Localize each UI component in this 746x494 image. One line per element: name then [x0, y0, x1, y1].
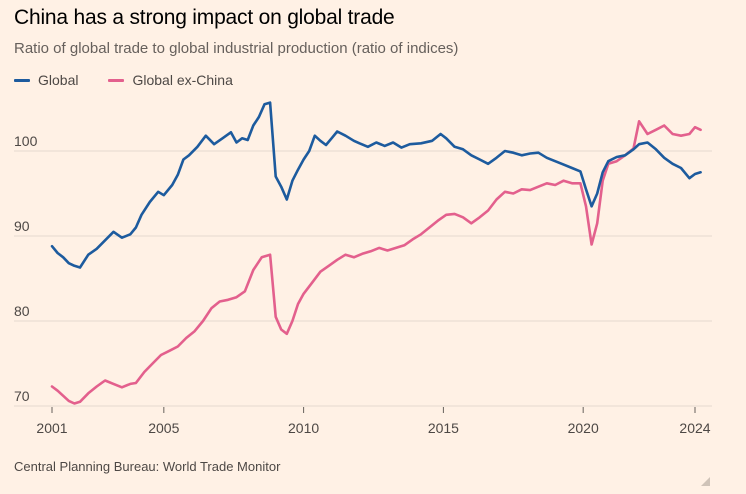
legend-swatch-global: [14, 78, 30, 82]
legend-swatch-global-ex-china: [108, 78, 125, 82]
x-tick-label-2001: 2001: [36, 420, 67, 436]
grid-layer: [14, 150, 712, 407]
y-tick-label-90: 90: [14, 218, 30, 234]
chart-title: China has a strong impact on global trad…: [14, 6, 395, 29]
axis-layer: 70 80 90 100 2001 2005 2010 2015 2020 2024: [14, 133, 711, 436]
series-layer: [50, 101, 702, 405]
legend-label-global-ex-china: Global ex-China: [132, 72, 233, 88]
series-line-global: [50, 101, 702, 269]
legend-label-global: Global: [38, 72, 79, 88]
y-tick-label-100: 100: [14, 133, 38, 149]
x-tick-label-2010: 2010: [288, 420, 319, 436]
legend-item-global: Global: [14, 72, 78, 88]
chart-source: Central Planning Bureau: World Trade Mon…: [14, 459, 281, 474]
legend: Global Global ex-China: [14, 72, 233, 88]
x-tick-label-2005: 2005: [148, 420, 179, 436]
y-tick-label-80: 80: [14, 303, 30, 319]
x-tick-label-2020: 2020: [568, 420, 599, 436]
x-tick-label-2024: 2024: [679, 420, 710, 436]
chart-subtitle: Ratio of global trade to global industri…: [14, 40, 459, 57]
corner-mark-icon: [701, 477, 710, 486]
y-tick-label-70: 70: [14, 388, 30, 404]
x-tick-label-2015: 2015: [428, 420, 459, 436]
legend-item-global-ex-china: Global ex-China: [108, 72, 233, 88]
series-line-global-ex-china: [50, 120, 702, 405]
